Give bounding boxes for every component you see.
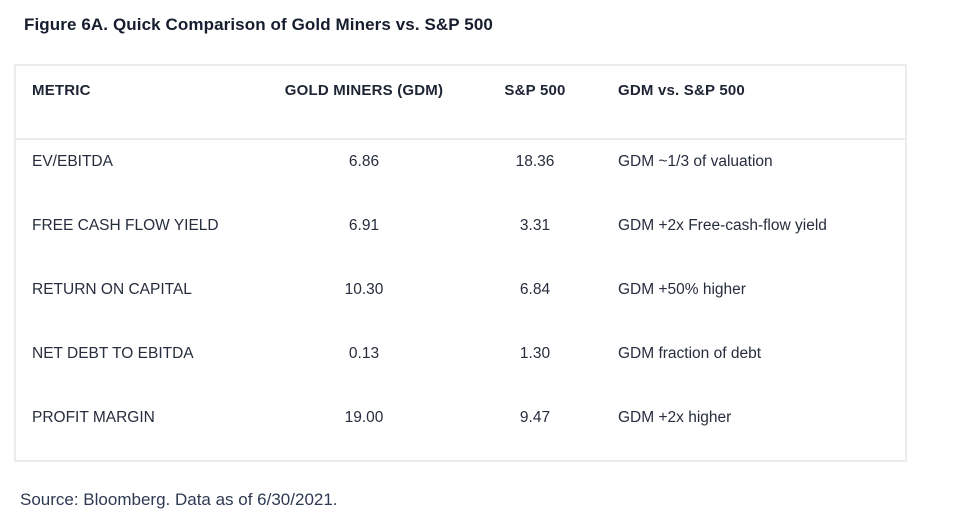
comparison-table: METRIC GOLD MINERS (GDM) S&P 500 GDM vs.… [14,64,907,462]
sp500-value: 9.47 [519,409,551,426]
gdm-value: 0.13 [348,345,380,362]
column-header-comparison: GDM vs. S&P 500 [618,82,745,99]
comparison-text: GDM +2x Free-cash-flow yield [618,217,827,234]
metric-label: PROFIT MARGIN [32,409,155,426]
metric-label: FREE CASH FLOW YIELD [32,217,219,234]
gdm-value: 19.00 [344,409,384,426]
sp500-value: 18.36 [515,153,555,170]
comparison-text: GDM fraction of debt [618,345,762,362]
table-row-free-cash-flow-yield: FREE CASH FLOW YIELD 6.91 3.31 GDM +2x F… [16,204,905,268]
column-header-sp500: S&P 500 [504,82,566,99]
sp500-value: 3.31 [519,217,551,234]
metric-label: RETURN ON CAPITAL [32,281,192,298]
comparison-text: GDM +2x higher [618,409,732,426]
column-header-gold-miners: GOLD MINERS (GDM) [284,82,444,99]
comparison-text: GDM +50% higher [618,281,746,298]
table-header-row: METRIC GOLD MINERS (GDM) S&P 500 GDM vs.… [16,66,905,140]
gdm-value: 10.30 [344,281,384,298]
metric-label: EV/EBITDA [32,153,113,170]
table-row-return-on-capital: RETURN ON CAPITAL 10.30 6.84 GDM +50% hi… [16,268,905,332]
source-note: Source: Bloomberg. Data as of 6/30/2021. [20,490,338,509]
sp500-value: 6.84 [519,281,551,298]
gdm-value: 6.91 [348,217,380,234]
column-header-metric: METRIC [32,82,91,99]
figure-title: Figure 6A. Quick Comparison of Gold Mine… [24,15,493,34]
sp500-value: 1.30 [519,345,551,362]
comparison-text: GDM ~1/3 of valuation [618,153,773,170]
table-row-profit-margin: PROFIT MARGIN 19.00 9.47 GDM +2x higher [16,396,905,460]
gdm-value: 6.86 [348,153,380,170]
table-row-ev-ebitda: EV/EBITDA 6.86 18.36 GDM ~1/3 of valuati… [16,140,905,204]
metric-label: NET DEBT TO EBITDA [32,345,194,362]
table-row-net-debt-to-ebitda: NET DEBT TO EBITDA 0.13 1.30 GDM fractio… [16,332,905,396]
